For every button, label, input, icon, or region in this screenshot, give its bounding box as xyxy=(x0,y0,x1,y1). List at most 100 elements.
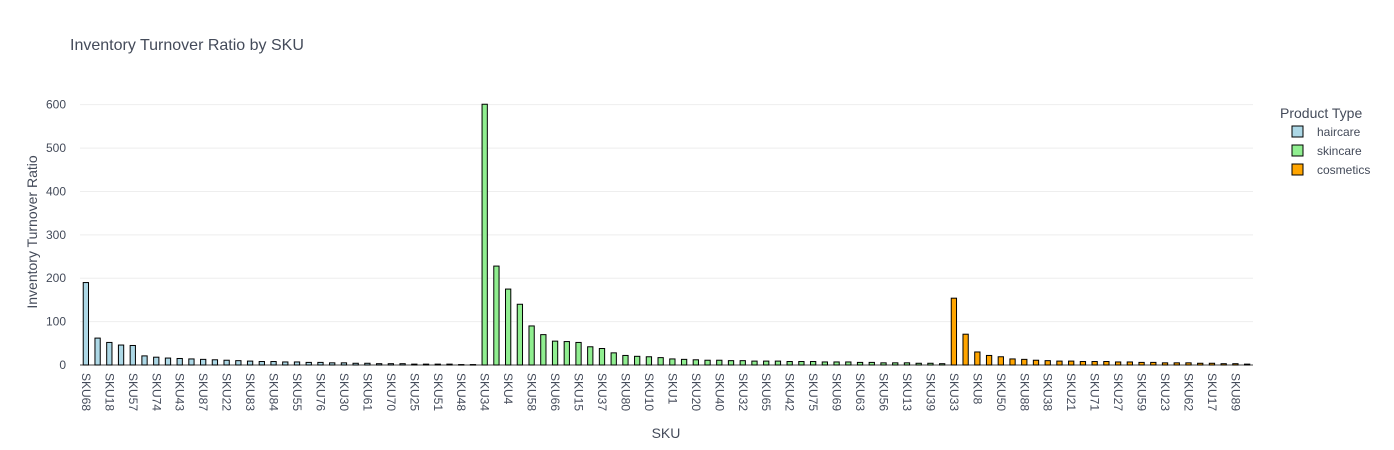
bar-cosmetics-9 xyxy=(1056,360,1063,366)
bar-skincare-35 xyxy=(892,362,899,366)
bar-cosmetics-7 xyxy=(1032,359,1040,366)
bar-haircare-24 xyxy=(364,362,371,366)
bar-haircare-8 xyxy=(176,357,183,366)
bar-haircare-31 xyxy=(446,363,453,366)
x-axis-ticks: SKU68 SKU18 SKU57 SKU74 SKU43 SKU87 SKU22 SKU83… xyxy=(79,373,1243,411)
bar-haircare-25 xyxy=(375,363,383,366)
bar-cosmetics-12 xyxy=(1091,361,1098,366)
bar-skincare-4 xyxy=(528,325,535,366)
bar-skincare-14 xyxy=(645,356,653,366)
legend-swatch-skincare[interactable] xyxy=(1291,144,1304,157)
bar-skincare-5 xyxy=(540,334,547,366)
bar-cosmetics-13 xyxy=(1103,361,1110,366)
bar-haircare-30 xyxy=(434,363,441,366)
x-tick-label: SKU68 xyxy=(79,373,93,411)
x-tick-label: SKU83 xyxy=(243,373,257,411)
bar-haircare-19 xyxy=(305,361,312,366)
x-tick-label: SKU8 xyxy=(970,373,984,405)
legend-swatch-cosmetics[interactable] xyxy=(1291,163,1304,176)
x-tick-label: SKU66 xyxy=(548,373,562,411)
x-tick-label: SKU71 xyxy=(1088,373,1102,411)
y-tick-label: 600 xyxy=(46,98,66,112)
x-tick-label: SKU61 xyxy=(360,373,374,411)
bar-haircare-32 xyxy=(458,364,465,366)
bar-skincare-26 xyxy=(786,361,793,366)
bar-skincare-32 xyxy=(856,361,864,366)
bar-haircare-15 xyxy=(258,361,265,366)
x-tick-label: SKU55 xyxy=(290,373,304,411)
x-tick-label: SKU30 xyxy=(337,373,351,411)
legend-swatch-haircare[interactable] xyxy=(1291,125,1304,138)
bar-haircare-3 xyxy=(117,344,125,366)
bar-skincare-18 xyxy=(692,359,699,366)
x-tick-label: SKU22 xyxy=(220,373,234,411)
bar-cosmetics-15 xyxy=(1126,361,1133,366)
bar-haircare-18 xyxy=(293,361,301,366)
bar-haircare-21 xyxy=(329,362,336,366)
bar-skincare-21 xyxy=(727,360,735,366)
bar-skincare-31 xyxy=(845,361,852,366)
x-tick-label: SKU32 xyxy=(736,373,750,411)
x-tick-label: SKU80 xyxy=(618,373,632,411)
x-tick-label: SKU15 xyxy=(572,373,586,411)
x-tick-label: SKU59 xyxy=(1135,373,1149,411)
x-tick-label: SKU74 xyxy=(149,373,163,411)
x-tick-label: SKU39 xyxy=(923,373,937,411)
bar-cosmetics-14 xyxy=(1114,361,1122,366)
x-tick-label: SKU34 xyxy=(478,373,492,411)
bar-haircare-33 xyxy=(469,364,477,366)
bar-skincare-7 xyxy=(563,341,570,366)
bar-cosmetics-0 xyxy=(950,297,958,366)
bar-haircare-14 xyxy=(246,360,254,366)
x-tick-label: SKU43 xyxy=(173,373,187,411)
bar-skincare-9 xyxy=(587,346,594,366)
bar-cosmetics-20 xyxy=(1185,362,1192,366)
bar-cosmetics-25 xyxy=(1244,363,1251,366)
bar-cosmetics-4 xyxy=(997,356,1004,366)
bar-skincare-19 xyxy=(704,359,711,366)
x-tick-label: SKU18 xyxy=(102,373,116,411)
x-tick-label: SKU76 xyxy=(313,373,327,411)
x-tick-label: SKU88 xyxy=(1017,373,1031,411)
bar-haircare-6 xyxy=(153,356,160,366)
x-tick-label: SKU84 xyxy=(267,373,281,411)
legend-label-haircare[interactable]: haircare xyxy=(1317,125,1361,139)
bar-haircare-12 xyxy=(223,359,230,366)
bar-cosmetics-10 xyxy=(1068,360,1075,366)
legend-title: Product Type xyxy=(1280,105,1362,121)
x-tick-label: SKU38 xyxy=(1041,373,1055,411)
bar-skincare-28 xyxy=(809,361,817,366)
x-tick-label: SKU63 xyxy=(853,373,867,411)
bar-cosmetics-19 xyxy=(1173,362,1180,366)
x-tick-label: SKU21 xyxy=(1064,373,1078,411)
bar-haircare-16 xyxy=(270,361,277,366)
y-tick-label: 0 xyxy=(59,358,66,372)
x-tick-label: SKU1 xyxy=(665,373,679,405)
x-tick-label: SKU65 xyxy=(759,373,773,411)
bar-skincare-2 xyxy=(505,288,512,366)
bar-haircare-22 xyxy=(340,362,348,366)
bar-skincare-6 xyxy=(551,340,559,366)
bar-skincare-0 xyxy=(481,103,488,366)
bar-skincare-34 xyxy=(880,362,887,366)
bar-cosmetics-21 xyxy=(1197,362,1204,366)
y-tick-label: 200 xyxy=(46,271,66,285)
bar-cosmetics-24 xyxy=(1232,363,1239,366)
bar-cosmetics-1 xyxy=(962,333,969,366)
x-tick-label: SKU56 xyxy=(877,373,891,411)
bar-skincare-39 xyxy=(939,363,946,366)
legend-label-skincare[interactable]: skincare xyxy=(1317,144,1362,158)
bars xyxy=(82,103,1251,366)
x-tick-label: SKU33 xyxy=(947,373,961,411)
bar-cosmetics-23 xyxy=(1220,363,1227,366)
bar-haircare-10 xyxy=(200,358,207,366)
bar-haircare-28 xyxy=(411,363,418,366)
legend-label-cosmetics[interactable]: cosmetics xyxy=(1317,163,1370,177)
bar-skincare-1 xyxy=(493,265,500,366)
bar-haircare-20 xyxy=(317,361,324,366)
bar-cosmetics-5 xyxy=(1009,358,1016,366)
bar-cosmetics-18 xyxy=(1161,362,1169,366)
x-tick-label: SKU51 xyxy=(431,373,445,411)
bar-haircare-0 xyxy=(82,282,90,366)
bar-haircare-27 xyxy=(399,363,406,366)
